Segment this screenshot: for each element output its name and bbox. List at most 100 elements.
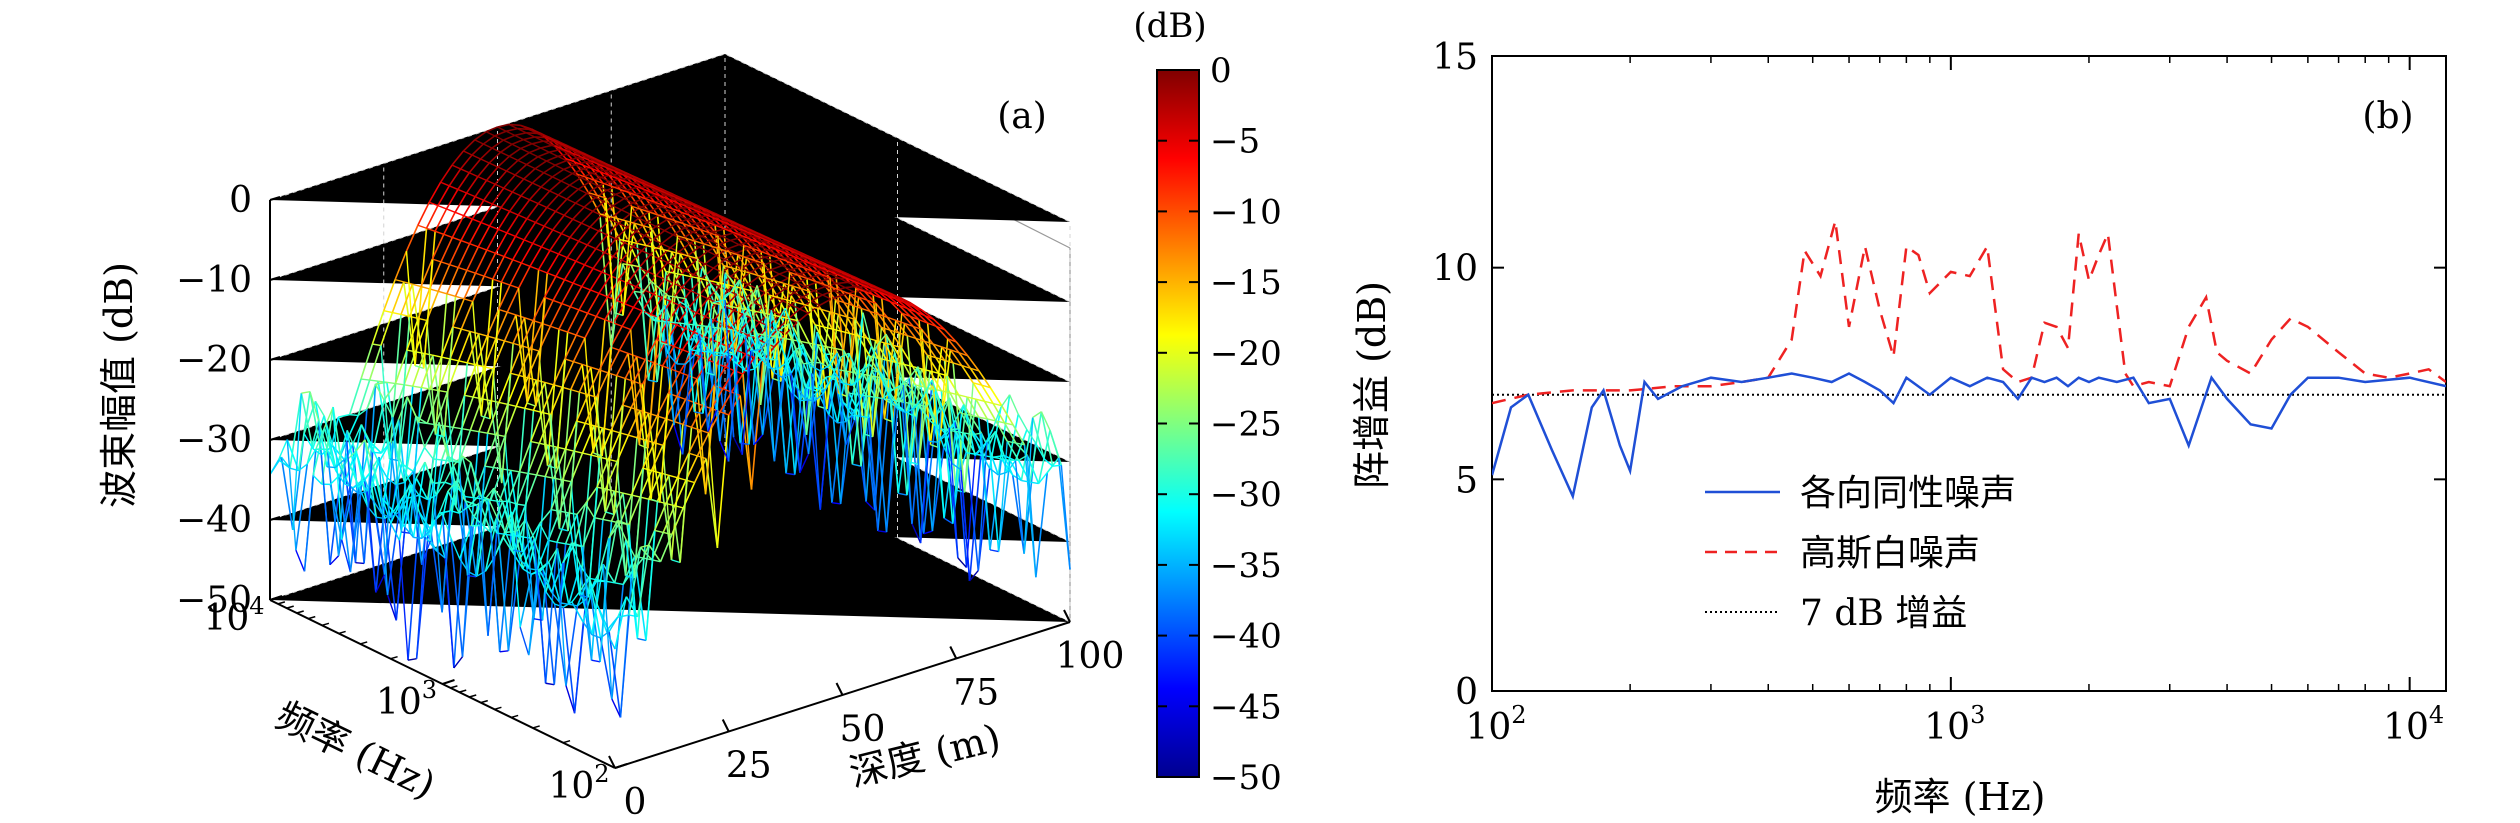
surface-segment bbox=[704, 263, 714, 269]
surface-segment bbox=[412, 461, 426, 538]
surface-segment bbox=[841, 290, 851, 295]
surface-segment bbox=[469, 243, 479, 248]
surface-segment bbox=[576, 578, 590, 607]
surface-segment bbox=[617, 185, 628, 191]
surface-segment bbox=[623, 174, 633, 180]
surface-segment bbox=[467, 574, 477, 578]
surface-segment bbox=[859, 363, 870, 380]
surface-segment bbox=[941, 346, 951, 351]
depth-tick-label: 50 bbox=[840, 709, 886, 750]
surface-segment bbox=[570, 452, 584, 482]
surface-segment bbox=[492, 278, 502, 283]
surface-segment bbox=[784, 307, 795, 333]
surface-segment bbox=[483, 275, 493, 280]
surface-segment bbox=[332, 445, 343, 471]
surface-segment bbox=[583, 206, 594, 212]
surface-segment bbox=[401, 484, 412, 499]
surface-segment bbox=[915, 311, 929, 324]
surface-segment bbox=[654, 246, 664, 251]
surface-segment bbox=[752, 247, 762, 253]
surface-segment bbox=[642, 442, 655, 469]
surface-segment bbox=[776, 360, 787, 474]
surface-segment bbox=[773, 287, 786, 298]
surface-segment bbox=[454, 270, 468, 297]
surface-segment bbox=[643, 188, 653, 194]
surface-segment bbox=[645, 244, 655, 249]
surface-segment bbox=[803, 361, 813, 365]
surface-segment bbox=[828, 414, 838, 424]
surface-segment bbox=[790, 344, 804, 393]
surface-segment bbox=[500, 191, 514, 209]
surface-segment bbox=[686, 218, 697, 225]
surface-segment bbox=[645, 530, 656, 641]
surface-segment bbox=[1023, 417, 1034, 554]
surface-segment bbox=[434, 293, 448, 435]
surface-segment bbox=[411, 353, 425, 387]
surface-segment bbox=[605, 197, 616, 313]
surface-segment bbox=[579, 155, 590, 161]
surface-segment bbox=[423, 424, 437, 448]
surface-segment bbox=[648, 185, 659, 191]
surface-segment bbox=[492, 203, 502, 209]
surface-segment bbox=[931, 446, 945, 532]
surface-segment bbox=[531, 128, 541, 134]
surface-segment bbox=[483, 183, 496, 201]
surface-segment bbox=[595, 234, 608, 250]
surface-segment bbox=[689, 235, 703, 244]
surface-segment bbox=[647, 258, 660, 273]
surface-segment bbox=[776, 307, 786, 324]
surface-segment bbox=[494, 232, 508, 254]
surface-segment bbox=[673, 479, 687, 507]
surface-segment bbox=[439, 510, 451, 515]
surface-segment bbox=[557, 152, 570, 158]
surface-segment bbox=[592, 319, 606, 454]
surface-segment bbox=[750, 348, 760, 352]
surface-segment bbox=[372, 343, 382, 347]
surface-segment bbox=[895, 298, 906, 304]
colorbar-ticks: 0−5−10−15−20−25−30−35−40−45−50 bbox=[1157, 51, 1282, 798]
surface-segment bbox=[736, 349, 746, 355]
surface-segment bbox=[450, 538, 464, 657]
surface-segment bbox=[515, 473, 529, 505]
surface-segment bbox=[612, 173, 622, 180]
surface-segment bbox=[552, 176, 562, 182]
surface-segment bbox=[826, 299, 837, 410]
surface-segment bbox=[656, 392, 670, 417]
surface-segment bbox=[493, 536, 504, 558]
surface-segment bbox=[688, 374, 698, 380]
surface-segment bbox=[544, 296, 554, 302]
surface-segment bbox=[564, 514, 578, 545]
surface-segment bbox=[668, 295, 678, 298]
surface-segment bbox=[628, 191, 638, 197]
surface-segment bbox=[710, 281, 720, 288]
surface-segment bbox=[692, 227, 705, 233]
surface-segment bbox=[641, 384, 652, 500]
surface-segment bbox=[746, 231, 756, 237]
surface-segment bbox=[813, 285, 826, 292]
surface-segment bbox=[612, 255, 623, 261]
surface-segment bbox=[934, 391, 945, 519]
surface-segment bbox=[582, 164, 592, 170]
grid-line-z bbox=[269, 373, 1071, 543]
surface-segment bbox=[635, 271, 649, 288]
surface-segment bbox=[910, 315, 920, 321]
surface-segment bbox=[599, 637, 613, 700]
surface-segment bbox=[444, 425, 454, 429]
surface-segment bbox=[463, 150, 473, 156]
surface-segment bbox=[400, 283, 414, 315]
surface-segment bbox=[894, 381, 905, 407]
surface-segment bbox=[992, 456, 1002, 460]
surface-segment bbox=[823, 283, 833, 289]
surface-segment bbox=[837, 420, 847, 424]
surface-segment bbox=[682, 423, 692, 428]
surface-segment bbox=[487, 432, 497, 436]
surface-segment bbox=[931, 410, 942, 532]
surface-segment bbox=[415, 415, 428, 425]
surface-segment bbox=[405, 251, 416, 366]
surface-segment bbox=[389, 463, 403, 518]
surface-segment bbox=[575, 260, 585, 266]
surface-segment bbox=[314, 401, 328, 467]
surface-segment bbox=[978, 416, 988, 420]
surface-segment bbox=[883, 398, 896, 407]
surface-segment bbox=[844, 276, 854, 282]
